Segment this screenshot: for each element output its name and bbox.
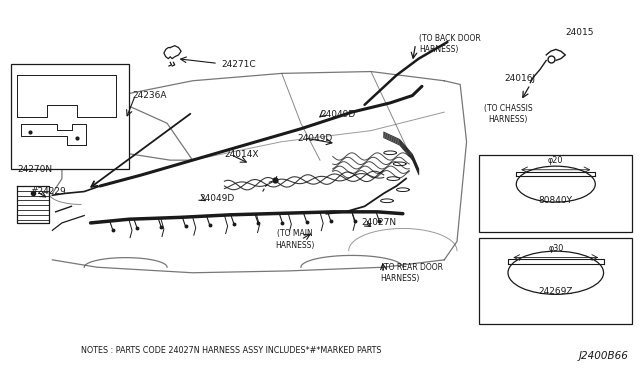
Text: 24049D: 24049D bbox=[298, 134, 333, 142]
Bar bbox=[479, 155, 632, 232]
Text: NOTES : PARTS CODE 24027N HARNESS ASSY INCLUDES*#*MARKED PARTS: NOTES : PARTS CODE 24027N HARNESS ASSY I… bbox=[81, 346, 381, 355]
Text: 24014X: 24014X bbox=[225, 150, 259, 159]
Text: 24049D: 24049D bbox=[320, 109, 355, 119]
Text: (TO BACK DOOR
HARNESS): (TO BACK DOOR HARNESS) bbox=[419, 34, 481, 54]
Text: #24229: #24229 bbox=[30, 187, 66, 196]
Bar bbox=[11, 64, 129, 169]
Text: 24015: 24015 bbox=[565, 28, 594, 37]
Text: 80840Y: 80840Y bbox=[539, 196, 573, 205]
Text: (TO REAR DOOR
HARNESS): (TO REAR DOOR HARNESS) bbox=[381, 263, 442, 283]
Text: 24027N: 24027N bbox=[362, 218, 397, 227]
Text: 24236A: 24236A bbox=[132, 91, 166, 100]
Text: 24270N: 24270N bbox=[17, 165, 52, 174]
Text: φ30: φ30 bbox=[548, 244, 563, 253]
Text: (TO MAIN
HARNESS): (TO MAIN HARNESS) bbox=[275, 230, 314, 250]
Text: 24271C: 24271C bbox=[221, 60, 256, 69]
Text: 24269Z: 24269Z bbox=[538, 287, 573, 296]
Text: 24016J: 24016J bbox=[505, 74, 536, 83]
Text: (TO CHASSIS
HARNESS): (TO CHASSIS HARNESS) bbox=[484, 104, 532, 124]
Text: J2400B66: J2400B66 bbox=[579, 351, 629, 361]
Text: φ20: φ20 bbox=[548, 156, 563, 165]
Bar bbox=[479, 238, 632, 324]
Text: 24049D: 24049D bbox=[199, 195, 234, 203]
